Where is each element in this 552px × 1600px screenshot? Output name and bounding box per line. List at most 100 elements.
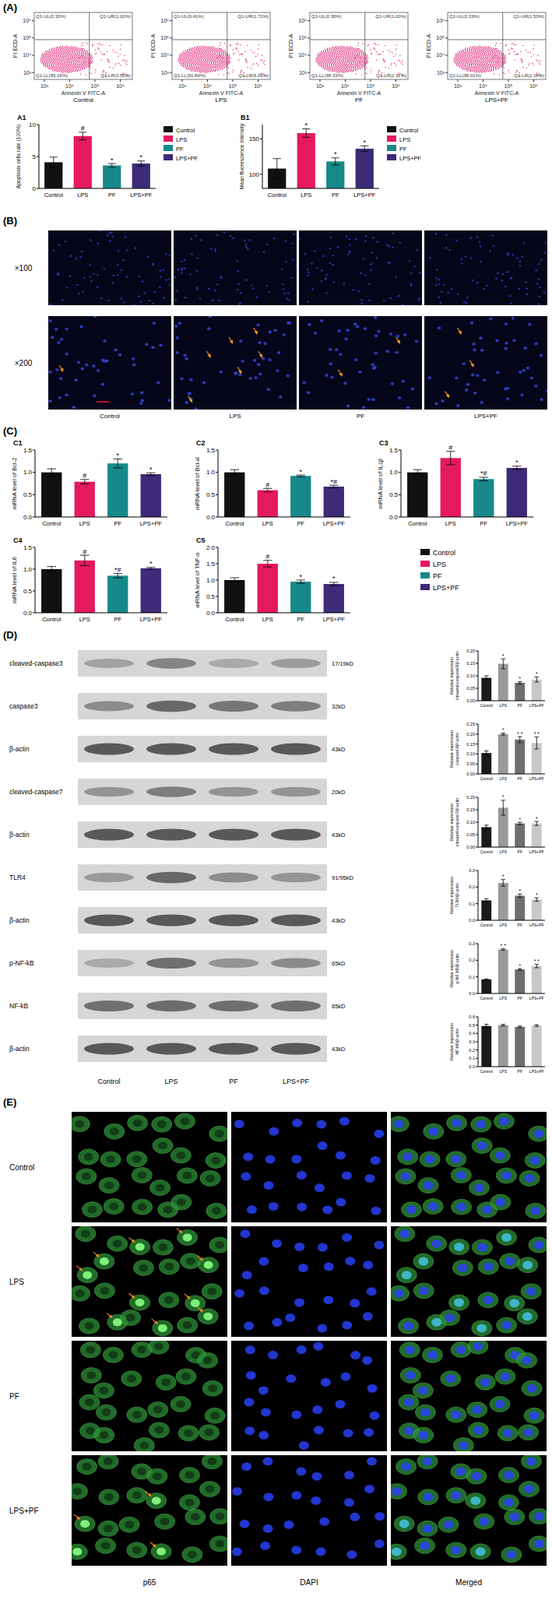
- event-dot: [207, 48, 210, 50]
- event-dot: [188, 63, 190, 66]
- event-dot: [77, 53, 79, 56]
- event-dot: [217, 59, 220, 61]
- event-dot: [372, 48, 374, 50]
- event-dot: [325, 52, 327, 54]
- event-dot: [318, 57, 320, 60]
- event-dot: [215, 66, 218, 69]
- event-dot: [205, 72, 208, 74]
- event-dot: [200, 59, 203, 61]
- event-dot: [393, 63, 395, 64]
- event-dot: [376, 53, 378, 55]
- event-dot: [203, 56, 205, 59]
- event-dot: [469, 62, 472, 64]
- event-dot: [348, 54, 350, 57]
- event-dot: [70, 70, 72, 73]
- event-dot: [335, 62, 338, 64]
- event-dot: [48, 54, 50, 57]
- event-dot: [179, 56, 181, 59]
- event-dot: [488, 57, 491, 60]
- event-dot: [329, 59, 331, 61]
- plot-frame: [34, 12, 133, 80]
- event-dot: [360, 54, 363, 57]
- event-dot: [64, 54, 67, 57]
- event-dot: [200, 64, 203, 67]
- event-dot: [469, 56, 472, 58]
- event-dot: [112, 67, 114, 69]
- event-dot: [217, 67, 219, 70]
- event-dot: [347, 49, 349, 51]
- event-dot: [360, 61, 363, 64]
- event-dot: [191, 47, 194, 50]
- flow-plot: Q1-UL(0.41%)Q1-UR(1.72%)Q1-LL(91.84%)Q1-…: [150, 12, 271, 104]
- event-dot: [344, 59, 347, 62]
- event-dot: [67, 72, 70, 74]
- event-dot: [55, 49, 57, 52]
- event-dot: [56, 62, 58, 64]
- event-dot: [360, 64, 363, 67]
- event-dot: [215, 47, 218, 50]
- event-dot: [326, 65, 328, 67]
- event-dot: [327, 57, 330, 60]
- event-dot: [337, 50, 339, 53]
- event-dot: [487, 54, 489, 57]
- event-dot: [63, 64, 65, 67]
- event-dot: [334, 60, 337, 63]
- event-dot: [59, 52, 62, 54]
- event-dot: [54, 67, 57, 70]
- event-dot: [232, 69, 234, 71]
- event-dot: [49, 65, 51, 67]
- event-dot: [219, 56, 222, 59]
- event-dot: [483, 58, 486, 60]
- event-dot: [74, 59, 77, 61]
- event-dot: [84, 49, 86, 51]
- event-dot: [331, 66, 334, 69]
- event-dot: [188, 57, 190, 60]
- event-dot: [326, 49, 329, 52]
- event-dot: [366, 73, 368, 74]
- event-dot: [338, 70, 341, 72]
- event-dot: [91, 45, 93, 46]
- panel-label: (C): [3, 425, 18, 437]
- event-dot: [344, 68, 347, 71]
- event-dot: [358, 65, 361, 67]
- event-dot: [195, 52, 197, 54]
- tick-label: 10⁴: [298, 52, 307, 58]
- event-dot: [42, 59, 45, 61]
- event-dot: [182, 53, 184, 56]
- event-dot: [474, 63, 477, 66]
- event-dot: [225, 57, 228, 60]
- event-dot: [356, 63, 359, 65]
- event-dot: [221, 66, 224, 69]
- event-dot: [193, 49, 195, 52]
- tick: [94, 79, 95, 82]
- event-dot: [358, 51, 361, 53]
- event-dot: [77, 49, 80, 52]
- event-dot: [344, 66, 346, 68]
- event-dot: [216, 64, 218, 67]
- event-dot: [213, 62, 215, 64]
- event-dot: [45, 54, 47, 57]
- event-dot: [235, 46, 236, 48]
- event-dot: [362, 62, 364, 64]
- event-dot: [331, 66, 334, 68]
- event-dot: [214, 57, 217, 60]
- event-dot: [228, 61, 230, 63]
- event-dot: [217, 66, 219, 68]
- event-dot: [187, 59, 190, 62]
- event-dot: [330, 59, 333, 62]
- event-dot: [236, 48, 238, 50]
- event-dot: [324, 68, 327, 71]
- event-dot: [184, 56, 187, 59]
- event-dot: [334, 51, 337, 53]
- event-dot: [42, 65, 45, 67]
- event-dot: [476, 59, 479, 61]
- event-dot: [321, 60, 324, 63]
- event-dot: [184, 65, 187, 67]
- event-dot: [328, 64, 331, 67]
- event-dot: [474, 64, 477, 67]
- event-dot: [48, 52, 50, 54]
- event-dot: [66, 50, 68, 53]
- event-dot: [78, 57, 80, 59]
- event-dot: [71, 67, 74, 70]
- event-dot: [355, 61, 357, 64]
